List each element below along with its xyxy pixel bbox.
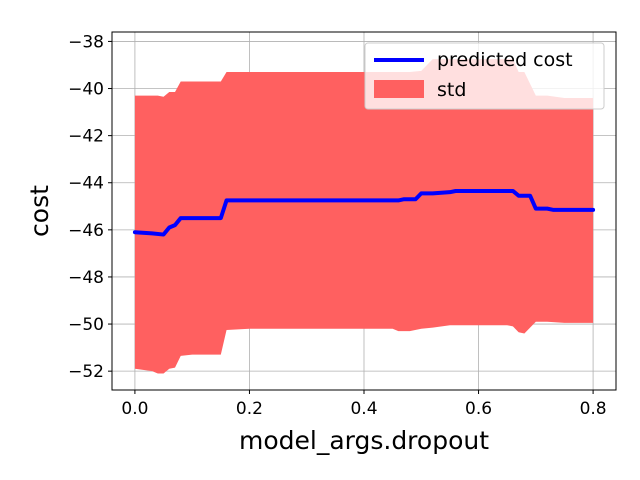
y-tick-label: −38 xyxy=(68,32,104,52)
std-band xyxy=(134,59,594,374)
std-band-layer xyxy=(134,59,594,374)
legend-band-swatch xyxy=(374,80,424,98)
legend-label-std: std xyxy=(437,79,466,101)
y-tick-label: −40 xyxy=(68,80,104,100)
x-tick-label: 0.6 xyxy=(465,399,492,419)
y-tick-label: −42 xyxy=(68,127,104,147)
y-tick-label: −52 xyxy=(68,362,104,382)
legend-label-predicted-cost: predicted cost xyxy=(437,49,573,71)
legend-frame xyxy=(364,42,605,110)
x-tick-label: 0.0 xyxy=(121,399,148,419)
x-axis-ticks: 0.0 0.2 0.4 0.6 0.8 xyxy=(121,390,607,419)
predicted-cost-line xyxy=(132,188,596,237)
x-tick-label: 0.2 xyxy=(236,399,263,419)
y-tick-label: −48 xyxy=(68,268,104,288)
predicted-cost-line-layer xyxy=(132,188,596,237)
y-axis-ticks: −52 −50 −48 −46 −44 −42 −40 −38 xyxy=(68,32,112,382)
x-tick-label: 0.8 xyxy=(580,399,607,419)
y-tick-label: −50 xyxy=(68,315,104,335)
x-axis-label: model_args.dropout xyxy=(239,426,489,455)
y-axis-label: cost xyxy=(25,185,54,237)
legend: predicted cost std xyxy=(364,42,605,110)
y-tick-label: −44 xyxy=(68,174,104,194)
y-tick-label: −46 xyxy=(68,221,104,241)
x-tick-label: 0.4 xyxy=(350,399,377,419)
